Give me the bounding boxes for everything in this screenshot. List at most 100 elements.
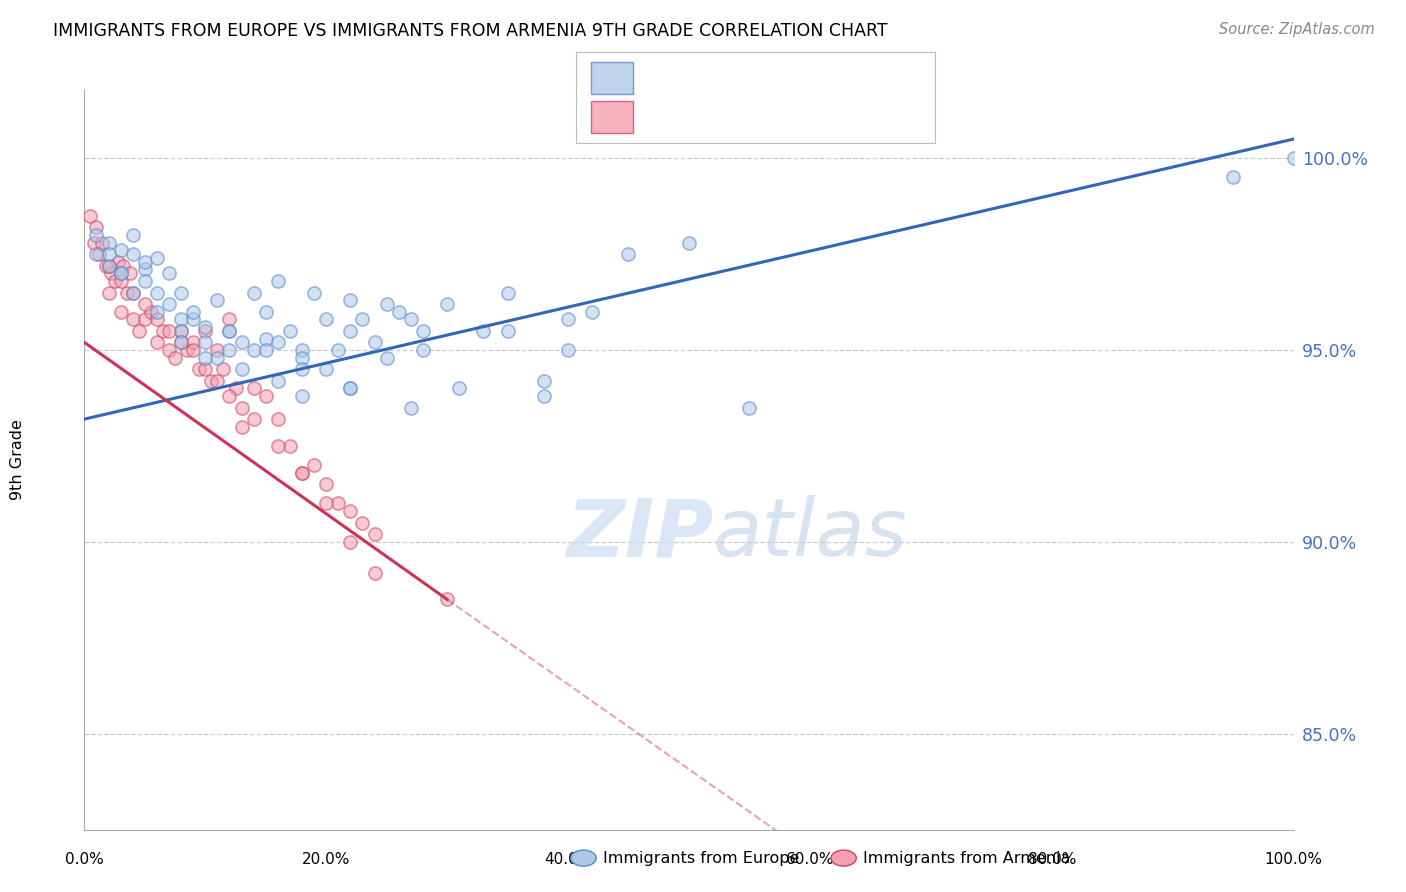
Point xyxy=(339,381,361,395)
Point xyxy=(254,332,277,346)
Point xyxy=(302,285,325,300)
Point xyxy=(302,458,325,472)
Point xyxy=(533,374,555,388)
Point xyxy=(218,324,240,338)
Point xyxy=(170,335,193,350)
Point xyxy=(170,285,193,300)
Point xyxy=(678,235,700,250)
Point xyxy=(412,343,434,357)
Point xyxy=(134,255,156,269)
Text: Immigrants from Europe: Immigrants from Europe xyxy=(603,851,800,865)
Point xyxy=(181,335,204,350)
Point xyxy=(617,247,640,261)
Point xyxy=(170,324,193,338)
Point xyxy=(291,389,314,403)
Point xyxy=(225,381,247,395)
Text: 9th Grade: 9th Grade xyxy=(10,419,25,500)
Point xyxy=(449,381,471,395)
Point xyxy=(328,496,350,510)
Point xyxy=(170,324,193,338)
Point xyxy=(157,297,180,311)
Point xyxy=(291,343,314,357)
Point xyxy=(94,259,117,273)
Text: Immigrants from Armenia: Immigrants from Armenia xyxy=(863,851,1070,865)
Point xyxy=(254,343,277,357)
Text: 100.0%: 100.0% xyxy=(1264,852,1323,867)
Point xyxy=(97,247,120,261)
Point xyxy=(207,351,229,365)
Point xyxy=(557,312,579,326)
Point xyxy=(121,247,143,261)
Text: 60.0%: 60.0% xyxy=(786,852,834,867)
Point xyxy=(181,312,204,326)
Point xyxy=(412,324,434,338)
Point xyxy=(581,304,603,318)
Point xyxy=(110,304,132,318)
Point xyxy=(363,527,385,541)
Point xyxy=(134,312,156,326)
Point xyxy=(146,285,169,300)
Point xyxy=(242,285,264,300)
Point xyxy=(134,274,156,288)
Point xyxy=(738,401,761,415)
Point xyxy=(436,592,458,607)
Point xyxy=(1222,170,1244,185)
Point xyxy=(207,293,229,308)
Point xyxy=(267,274,290,288)
Text: R = -0.260   N = 63: R = -0.260 N = 63 xyxy=(643,108,820,126)
Point xyxy=(110,266,132,280)
Point xyxy=(315,477,337,491)
Point xyxy=(267,439,290,453)
Point xyxy=(267,412,290,426)
Point xyxy=(200,374,222,388)
Point xyxy=(194,335,217,350)
Text: R =  0.437   N = 80: R = 0.437 N = 80 xyxy=(643,69,818,87)
Point xyxy=(339,534,361,549)
Point xyxy=(107,255,129,269)
Text: atlas: atlas xyxy=(713,495,908,574)
Point xyxy=(218,324,240,338)
Point xyxy=(207,343,229,357)
Point xyxy=(188,362,211,376)
Point xyxy=(352,312,374,326)
Point xyxy=(363,566,385,580)
Text: 20.0%: 20.0% xyxy=(302,852,350,867)
Point xyxy=(121,285,143,300)
Text: 0.0%: 0.0% xyxy=(65,852,104,867)
Point xyxy=(134,262,156,277)
Point xyxy=(170,335,193,350)
Point xyxy=(176,343,198,357)
Point xyxy=(110,274,132,288)
Point xyxy=(242,412,264,426)
Point xyxy=(87,247,110,261)
Point xyxy=(104,274,127,288)
Point xyxy=(557,343,579,357)
Point xyxy=(165,351,187,365)
Point xyxy=(128,324,150,338)
Point xyxy=(291,351,314,365)
Text: 40.0%: 40.0% xyxy=(544,852,592,867)
Point xyxy=(254,304,277,318)
Point xyxy=(152,324,174,338)
Point xyxy=(231,362,253,376)
Point xyxy=(399,401,422,415)
Point xyxy=(388,304,411,318)
Point xyxy=(399,312,422,326)
Point xyxy=(97,259,120,273)
Point xyxy=(146,251,169,265)
Point xyxy=(267,374,290,388)
Point xyxy=(496,285,519,300)
Point xyxy=(112,259,135,273)
Point xyxy=(472,324,495,338)
Point xyxy=(291,466,314,480)
Point xyxy=(181,304,204,318)
Point xyxy=(110,266,132,280)
Point xyxy=(231,401,253,415)
Point xyxy=(194,324,217,338)
Point xyxy=(291,466,314,480)
Point xyxy=(254,389,277,403)
Point xyxy=(533,389,555,403)
Point xyxy=(121,227,143,242)
Point xyxy=(278,324,301,338)
Point xyxy=(339,293,361,308)
